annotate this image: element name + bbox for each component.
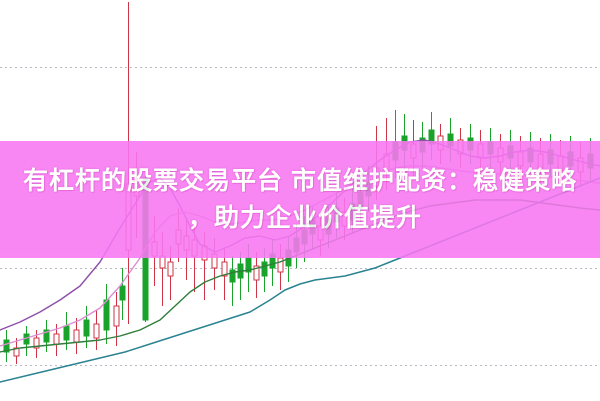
chart-gridlines [0,67,600,366]
headline-overlay-band: 有杠杆的股票交易平台 市值维护配资：稳健策略 ，助力企业价值提升 [0,141,600,258]
candlestick [119,268,126,320]
candlestick [3,330,10,362]
candlestick [229,256,236,306]
candlestick [93,310,100,350]
headline-line-2: ，助力企业价值提升 [187,203,422,232]
headline-line-1: 有杠杆的股票交易平台 市值维护配资：稳健策略 [23,166,577,195]
candlestick [253,252,260,298]
candlestick [43,320,50,352]
